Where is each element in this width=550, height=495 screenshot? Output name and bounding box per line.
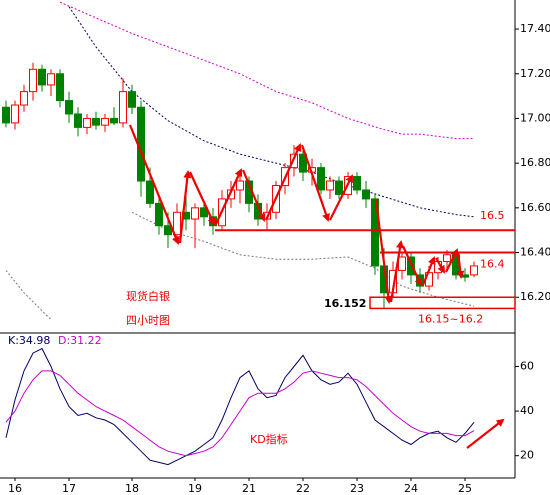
x-tick-label: 21 — [242, 482, 256, 495]
candle-body — [29, 68, 37, 93]
y-tick-label: 17.00 — [520, 111, 550, 124]
x-tick-label: 24 — [404, 482, 418, 495]
x-tick-label: 23 — [350, 482, 364, 495]
candle-body — [398, 256, 406, 271]
kd-line — [5, 370, 475, 457]
chart-note: 四小时图 — [126, 314, 170, 327]
overlay-line — [5, 211, 475, 320]
candle-body — [101, 117, 109, 126]
candle-body — [146, 180, 154, 204]
x-tick-label: 18 — [125, 482, 139, 495]
candle-body — [47, 73, 55, 86]
y-tick-label: 20 — [520, 449, 534, 462]
legend-entry: K:34.98 — [8, 334, 50, 347]
x-tick-label: 25 — [458, 482, 472, 495]
candle-body — [2, 106, 10, 124]
candle-body — [236, 180, 244, 191]
candle-body — [56, 73, 64, 102]
legend-entry: D:31.22 — [58, 334, 102, 347]
candle-body — [443, 254, 451, 262]
zone-label: 16.15~16.2 — [418, 312, 483, 325]
level-label: 16.5 — [480, 209, 505, 222]
y-tick-label: 16.60 — [520, 201, 550, 214]
candle-body — [11, 104, 19, 124]
zone-box — [369, 296, 516, 310]
y-tick-label: 60 — [520, 359, 534, 372]
candle-body — [128, 91, 136, 108]
candle-body — [191, 207, 199, 220]
candle-body — [155, 202, 163, 227]
candle-body — [83, 117, 91, 128]
x-tick-label: 22 — [296, 482, 310, 495]
chart-note: 现货白银 — [126, 289, 170, 303]
kd-line — [5, 347, 475, 466]
candle-body — [110, 117, 118, 124]
candle-body — [362, 189, 370, 200]
x-tick-label: 19 — [188, 482, 202, 495]
overlay-line — [59, 1, 474, 140]
candle-body — [461, 274, 469, 278]
candle-body — [20, 91, 28, 106]
candle-body — [74, 113, 82, 128]
y-tick-label: 17.20 — [520, 67, 550, 80]
candle-body — [326, 180, 334, 191]
candle-body — [371, 198, 379, 267]
chart-note: KD指标 — [250, 432, 288, 446]
trend-arrows — [128, 124, 505, 449]
candle-body — [290, 153, 298, 169]
candle-body — [353, 176, 361, 191]
candle-body — [173, 211, 181, 236]
candle-body — [38, 68, 46, 86]
x-tick-label: 16 — [8, 482, 22, 495]
y-tick-label: 40 — [520, 404, 534, 417]
level-label: 16.4 — [480, 258, 505, 271]
y-tick-label: 16.80 — [520, 156, 550, 169]
candle-body — [65, 100, 73, 115]
y-tick-label: 16.20 — [520, 290, 550, 303]
candle-body — [317, 167, 325, 191]
candle-body — [299, 153, 307, 173]
candle-body — [119, 91, 127, 124]
y-tick-label: 16.40 — [520, 246, 550, 259]
candle-body — [335, 180, 343, 195]
low-marker-label: 16.152 — [324, 297, 366, 310]
candle-body — [470, 265, 478, 276]
candle-body — [164, 225, 172, 236]
x-tick-label: 17 — [62, 482, 76, 495]
candle-body — [92, 117, 100, 126]
y-tick-label: 17.40 — [520, 22, 550, 35]
